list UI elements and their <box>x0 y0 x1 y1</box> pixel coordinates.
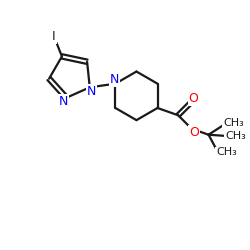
Text: CH₃: CH₃ <box>225 131 246 141</box>
Text: CH₃: CH₃ <box>216 148 237 158</box>
Text: N: N <box>87 85 97 98</box>
Text: O: O <box>188 92 198 106</box>
Text: N: N <box>110 73 119 86</box>
Text: O: O <box>189 126 199 139</box>
Text: N: N <box>59 95 68 108</box>
Text: CH₃: CH₃ <box>223 118 244 128</box>
Text: I: I <box>52 30 56 43</box>
